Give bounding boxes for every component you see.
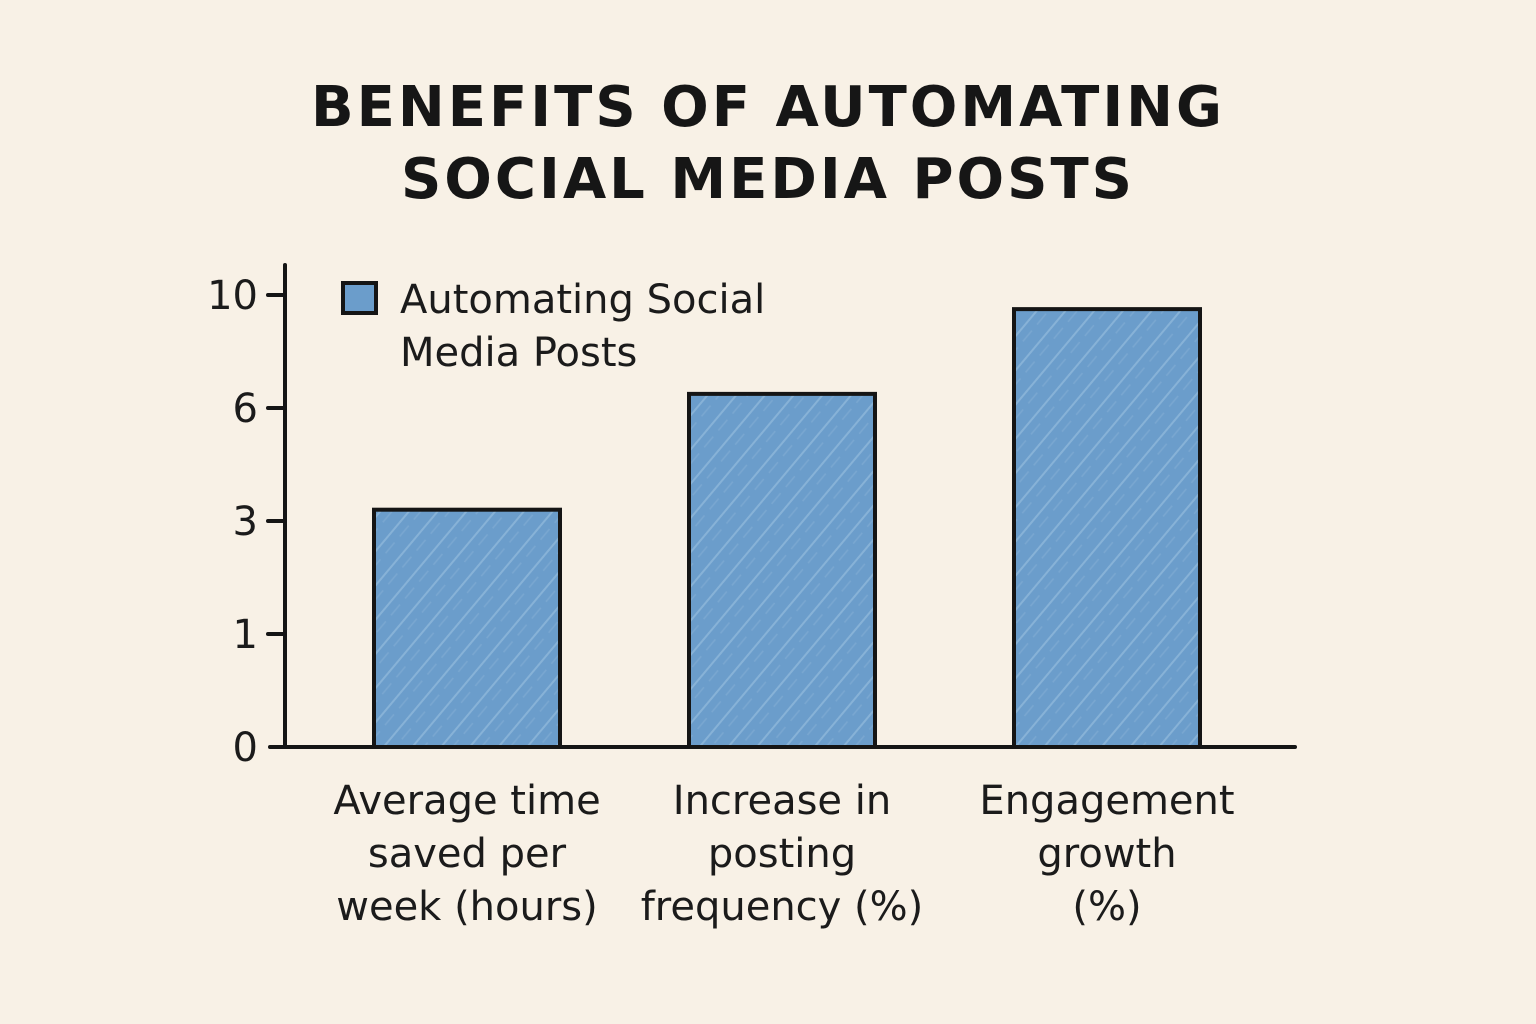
y-tick-label: 3: [233, 499, 258, 545]
y-tick-label: 10: [207, 273, 258, 319]
chart-title-line-2: SOCIAL MEDIA POSTS: [400, 147, 1136, 212]
legend-label: Automating Social: [400, 277, 765, 323]
legend-swatch: [341, 281, 378, 315]
y-axis-ticks: 0 1 3 6 10: [207, 273, 287, 771]
x-tick-label: (%): [1072, 884, 1141, 930]
x-tick-label: posting: [708, 831, 856, 877]
x-tick-label: Increase in: [673, 778, 891, 824]
bar-outline: [1012, 307, 1202, 749]
x-tick-label: Average time: [333, 778, 600, 824]
x-tick-label: Engagement: [979, 778, 1234, 824]
x-tick-label: growth: [1037, 831, 1176, 877]
x-axis-labels: Average time saved per week (hours) Increas…: [333, 778, 1234, 930]
legend-label: Media Posts: [400, 330, 637, 376]
y-tick-label: 1: [233, 612, 258, 658]
y-tick-label: 6: [233, 386, 258, 432]
x-tick-label: week (hours): [336, 884, 597, 930]
legend: Automating Social Media Posts: [341, 277, 765, 376]
x-tick-label: saved per: [368, 831, 567, 877]
x-tick-label: frequency (%): [641, 884, 924, 930]
bar-outline: [372, 507, 562, 750]
bars: [372, 307, 1202, 750]
y-tick-label: 0: [233, 725, 258, 771]
bar-outline: [687, 391, 877, 749]
chart-title-line-1: BENEFITS OF AUTOMATING: [310, 75, 1225, 140]
